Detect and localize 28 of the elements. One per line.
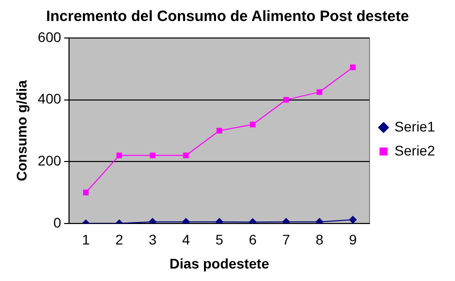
point: [348, 216, 357, 224]
x-axis-title: Dias podestete: [170, 255, 270, 272]
legend-label: Serie1: [394, 118, 436, 134]
point: [183, 152, 189, 158]
point: [250, 122, 256, 128]
x-tick-label: 1: [82, 232, 90, 248]
chart-title: Incremento del Consumo de Alimento Post destete: [46, 8, 409, 26]
point: [283, 96, 289, 103]
point: [350, 64, 356, 70]
y-tick-label: 200: [38, 152, 62, 168]
x-tick-label: 6: [248, 232, 257, 248]
point: [150, 152, 156, 158]
x-tick-label: 7: [282, 232, 290, 248]
x-tick-label: 5: [215, 232, 224, 248]
y-tick-label: 600: [38, 28, 62, 45]
x-tick-label: 8: [316, 232, 324, 248]
point: [116, 152, 122, 158]
point: [216, 128, 222, 134]
point: [83, 190, 89, 196]
x-tick-label: 3: [148, 232, 157, 248]
y-tick-label: 0: [53, 214, 62, 230]
legend-label: Serie2: [394, 142, 436, 158]
point: [316, 89, 322, 95]
x-tick-label: 4: [182, 232, 190, 248]
y-tick-label: 400: [38, 90, 62, 107]
x-tick-label: 9: [348, 232, 357, 248]
y-axis-title: Consumo g/dia: [13, 80, 30, 182]
x-tick-label: 2: [115, 232, 124, 248]
